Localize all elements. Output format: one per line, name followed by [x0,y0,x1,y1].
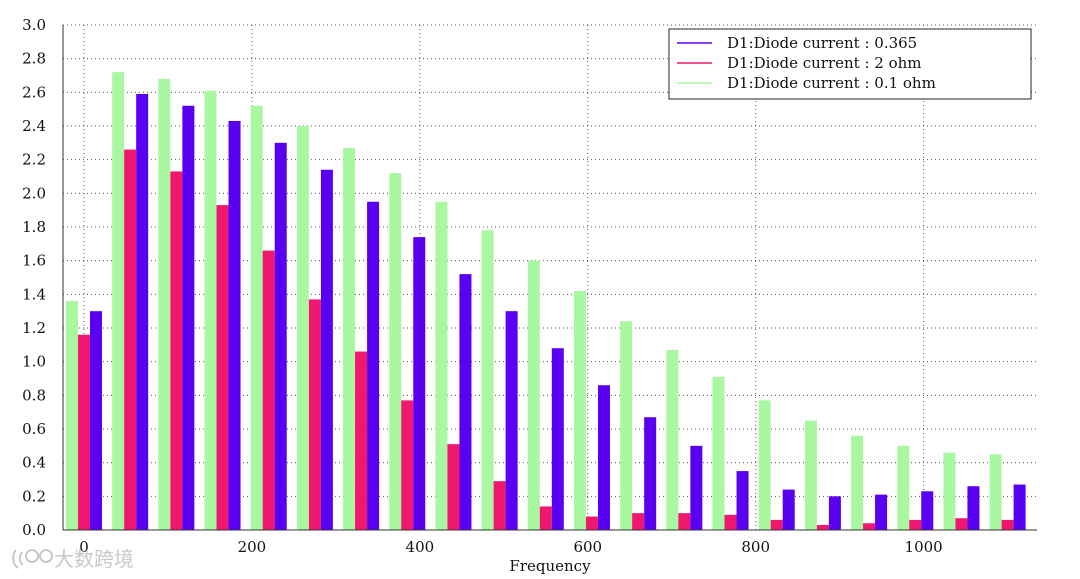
y-tick-label: 0.8 [22,386,46,404]
bar [909,519,922,530]
bar [875,494,888,530]
bar [632,513,645,530]
x-tick-label: 600 [573,538,602,556]
y-tick-label: 2.4 [22,117,46,135]
logo-icon [12,549,53,569]
bar [851,435,864,530]
bar [712,376,725,530]
y-tick-label: 2.2 [22,151,46,169]
x-tick-label: 400 [406,538,435,556]
bar [666,349,679,530]
bar [897,445,910,530]
y-tick-label: 1.8 [22,218,46,236]
watermark: 大数跨境 [12,547,134,571]
bar [274,142,287,531]
bar [724,514,737,530]
y-tick-labels: 0.0 0.2 0.4 0.6 0.8 1.0 1.2 1.4 1.6 1.8 2.0 2.2 2.4 2… [22,16,46,539]
y-tick-label: 0.4 [22,454,46,472]
legend-box [668,28,1032,100]
legend-label: D1:Diode current : 0.365 [727,34,917,52]
bar [955,518,968,530]
bar [782,489,795,530]
bar [690,445,703,530]
bar [1013,484,1026,530]
bar [320,169,333,530]
bar [124,149,137,531]
bar [1001,519,1014,530]
bar [228,120,241,530]
bar [816,524,829,530]
bar [389,173,402,530]
bar [481,230,494,530]
y-tick-label: 2.6 [22,83,46,101]
watermark-text: 大数跨境 [54,547,134,571]
bar [250,105,263,531]
bar [989,454,1002,530]
y-tick-label: 1.4 [22,285,46,303]
legend: D1:Diode current : 0.365 D1:Diode current… [668,28,1032,100]
x-tick-labels: 0 200 400 600 800 1000 [79,538,943,556]
x-axis-title: Frequency [509,557,591,575]
bar [112,72,125,530]
bar [770,519,783,530]
bar [921,491,934,530]
bar [620,321,633,530]
bar [158,78,171,530]
bar [447,444,460,530]
y-tick-label: 1.0 [22,353,46,371]
bar [296,126,309,530]
bar [136,94,149,531]
legend-label: D1:Diode current : 2 ohm [727,54,922,72]
x-tick-label: 1000 [905,538,943,556]
bar [585,516,598,530]
axes [62,25,1037,531]
bar [678,513,691,530]
bar [573,290,586,530]
bar [459,274,472,530]
bar [367,201,380,530]
y-tick-label: 2.0 [22,184,46,202]
bar [758,400,771,530]
x-tick-label: 200 [238,538,267,556]
bar [736,471,749,530]
bar [597,385,610,530]
bar [967,486,980,530]
x-tick-label: 800 [741,538,770,556]
bar [804,420,817,530]
y-tick-label: 0.0 [22,521,46,539]
bars [65,72,1026,531]
y-tick-label: 2.8 [22,50,46,68]
bar [65,301,78,530]
y-tick-label: 0.6 [22,420,46,438]
y-tick-label: 1.6 [22,252,46,270]
bar [551,348,564,530]
y-tick-label: 3.0 [22,16,46,34]
bar [77,334,90,530]
bar [355,351,368,530]
bar [401,400,414,530]
bar [644,417,657,530]
bar [527,260,540,530]
bar [863,523,876,530]
bar [170,171,183,530]
bar [308,299,321,530]
y-tick-label: 0.2 [22,487,46,505]
x-tick-label: 0 [79,538,89,556]
bar [413,237,426,530]
bar [943,452,956,530]
bar [262,250,275,531]
bar [539,506,552,530]
bar [204,90,217,531]
bar [828,496,841,530]
bar [435,201,448,530]
bar [89,311,103,530]
y-tick-label: 1.2 [22,319,46,337]
bar [505,311,518,530]
legend-label: D1:Diode current : 0.1 ohm [727,74,936,92]
bar [182,105,195,531]
bar [343,147,356,530]
bar [216,205,229,530]
bar [493,481,506,530]
